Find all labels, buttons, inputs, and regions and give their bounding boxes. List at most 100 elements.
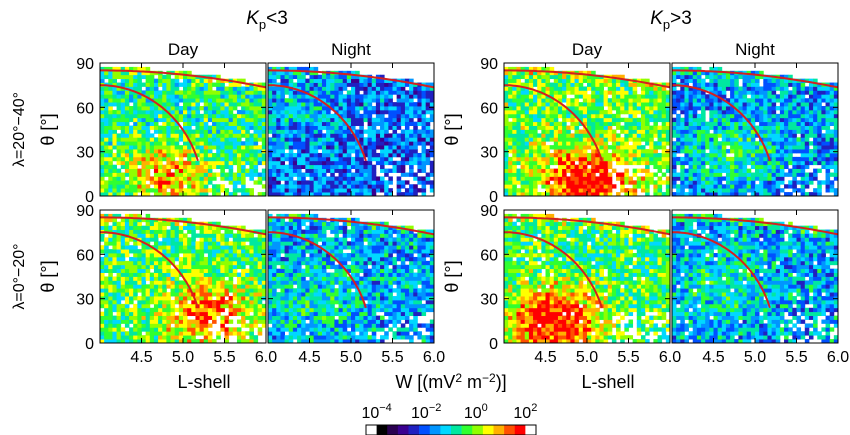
heatmap-cell <box>178 192 184 197</box>
heatmap-cell <box>249 168 254 173</box>
heatmap-cell <box>338 184 344 189</box>
heatmap-cell <box>191 94 196 99</box>
heatmap-cell <box>313 109 319 115</box>
heatmap-cell <box>257 94 263 99</box>
heatmap-cell <box>351 237 356 242</box>
heatmap-cell <box>429 113 435 119</box>
heatmap-cell <box>112 292 117 297</box>
heatmap-cell <box>396 113 402 119</box>
heatmap-cell <box>108 192 113 197</box>
heatmap-cell <box>309 315 315 320</box>
heatmap-cell <box>268 160 273 166</box>
heatmap-cell <box>268 184 273 189</box>
heatmap-cell <box>174 225 180 230</box>
heatmap-cell <box>149 94 155 99</box>
heatmap-cell <box>236 98 242 103</box>
heatmap-cell <box>334 117 339 123</box>
heatmap-cell <box>326 272 331 277</box>
heatmap-cell <box>301 292 306 297</box>
heatmap-cell <box>195 78 200 83</box>
heatmap-cell <box>280 221 285 227</box>
heatmap-cell <box>187 113 192 119</box>
heatmap-cell <box>346 288 352 293</box>
heatmap-cell <box>309 184 315 189</box>
heatmap-cell <box>380 296 385 301</box>
heatmap-cell <box>220 184 225 189</box>
heatmap-cell <box>124 145 130 150</box>
heatmap-cell <box>178 225 184 230</box>
heatmap-cell <box>301 98 306 103</box>
heatmap-cell <box>276 121 281 126</box>
heatmap-cell <box>321 237 327 242</box>
heatmap-cell <box>371 299 377 305</box>
heatmap-cell <box>112 260 117 266</box>
heatmap-cell <box>100 323 105 328</box>
heatmap-cell <box>280 164 285 170</box>
heatmap-cell <box>297 137 302 142</box>
heatmap-cell <box>520 180 526 185</box>
heatmap-cell <box>100 260 105 266</box>
heatmap-cell <box>524 117 530 123</box>
heatmap-cell <box>321 160 327 166</box>
heatmap-cell <box>524 129 530 134</box>
heatmap-cell <box>162 164 167 170</box>
heatmap-cell <box>359 172 364 177</box>
heatmap-cell <box>224 137 230 142</box>
heatmap-cell <box>301 303 306 309</box>
heatmap-cell <box>178 113 184 119</box>
heatmap-cell <box>133 180 138 185</box>
heatmap-cell <box>224 288 230 293</box>
heatmap-cell <box>425 288 431 293</box>
heatmap-cell <box>375 176 381 181</box>
heatmap-cell <box>203 225 209 230</box>
heatmap-cell <box>220 245 225 250</box>
heatmap-cell <box>249 106 254 111</box>
heatmap-cell <box>245 276 250 281</box>
heatmap-cell <box>195 241 200 246</box>
heatmap-cell <box>533 90 538 95</box>
heatmap-cell <box>380 160 385 166</box>
heatmap-cell <box>421 137 427 142</box>
heatmap-cell <box>334 221 339 227</box>
heatmap-cell <box>195 113 200 119</box>
heatmap-cell <box>203 315 209 320</box>
heatmap-cell <box>145 249 151 254</box>
heatmap-cell <box>396 149 402 154</box>
heatmap-cell <box>371 331 377 336</box>
heatmap-cell <box>429 253 435 258</box>
heatmap-cell <box>425 280 431 285</box>
heatmap-cell <box>533 125 538 130</box>
heatmap-cell <box>404 106 410 111</box>
heatmap-cell <box>170 335 176 340</box>
heatmap-cell <box>272 94 277 99</box>
heatmap-cell <box>284 315 290 320</box>
heatmap-cell <box>309 137 315 142</box>
heatmap-cell <box>429 323 435 328</box>
heatmap-cell <box>280 296 285 301</box>
heatmap-cell <box>162 172 167 177</box>
heatmap-cell <box>145 113 151 119</box>
heatmap-cell <box>241 156 246 162</box>
heatmap-cell <box>178 160 184 166</box>
heatmap-cell <box>199 90 205 95</box>
heatmap-cell <box>404 125 410 130</box>
heatmap-cell <box>100 299 105 305</box>
heatmap-cell <box>276 109 281 115</box>
heatmap-cell <box>520 113 526 119</box>
heatmap-cell <box>149 78 155 83</box>
heatmap-cell <box>305 82 310 87</box>
heatmap-cell <box>396 245 402 250</box>
heatmap-cell <box>199 82 205 87</box>
heatmap-cell <box>417 113 422 119</box>
heatmap-cell <box>183 121 188 126</box>
heatmap-cell <box>421 272 427 277</box>
heatmap-cell <box>104 280 109 285</box>
heatmap-cell <box>305 133 310 138</box>
heatmap-cell <box>162 188 167 193</box>
heatmap-cell <box>330 188 335 193</box>
heatmap-cell <box>421 145 427 150</box>
heatmap-cell <box>284 276 290 281</box>
heatmap-cell <box>520 168 526 173</box>
heatmap-cell <box>145 233 151 238</box>
heatmap-cell <box>326 331 331 336</box>
